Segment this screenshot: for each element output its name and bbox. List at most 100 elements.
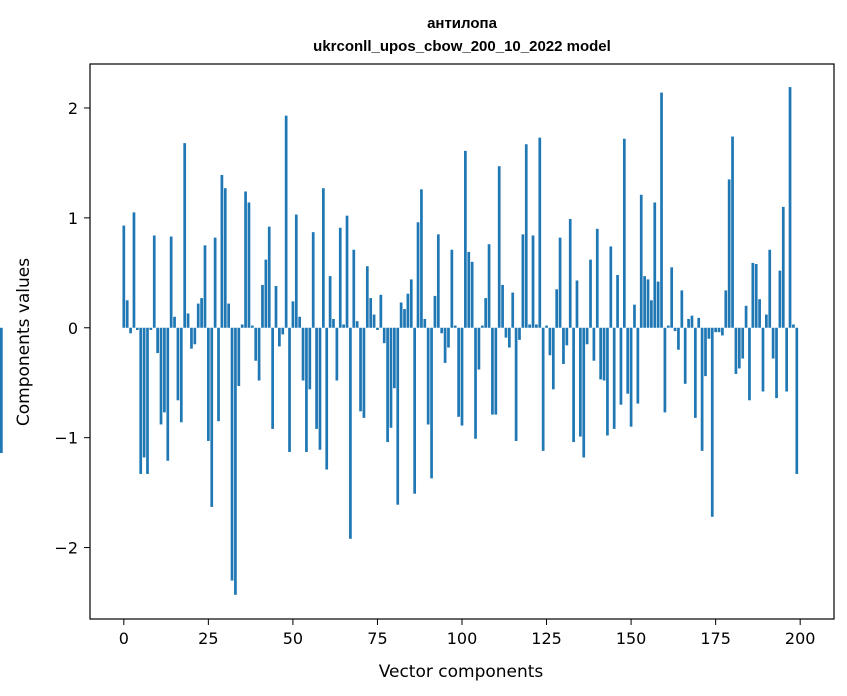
bar [700, 327, 704, 451]
bar [582, 327, 586, 458]
bar [653, 202, 657, 328]
bar [234, 327, 237, 595]
x-tick-label: 150 [616, 629, 647, 648]
bar [264, 259, 268, 328]
bar [771, 327, 775, 359]
bar [379, 294, 383, 328]
bar [511, 292, 515, 328]
bar [673, 327, 677, 332]
bar [207, 327, 210, 441]
bar [697, 317, 701, 328]
y-tick-label: −1 [54, 429, 78, 448]
bar [426, 327, 430, 425]
bar [606, 327, 609, 436]
bar [362, 327, 366, 418]
bar [687, 318, 690, 328]
bar [173, 316, 176, 328]
bar [666, 325, 670, 328]
bar [186, 313, 190, 328]
chart-title: антилопа [427, 15, 498, 32]
bar [474, 327, 477, 439]
x-tick-label: 175 [700, 629, 731, 648]
bar [179, 327, 183, 423]
bar [565, 327, 569, 346]
bar [602, 327, 606, 381]
bar [156, 327, 159, 354]
bar [592, 327, 596, 361]
bar [754, 264, 758, 328]
bar [183, 143, 187, 328]
bar [491, 327, 494, 415]
bar [741, 327, 745, 359]
bar [213, 237, 217, 328]
bar [308, 327, 312, 390]
bar [616, 275, 619, 328]
bar [751, 262, 755, 328]
bar [450, 249, 454, 328]
bar [393, 327, 396, 389]
bar [748, 327, 751, 401]
bar [609, 246, 613, 328]
bar [781, 206, 785, 328]
bar [494, 327, 498, 415]
chart-subtitle: ukrconll_upos_cbow_200_10_2022 model [313, 38, 611, 55]
bar [325, 327, 329, 470]
bar [163, 327, 166, 413]
bar [436, 234, 440, 328]
bar [152, 235, 156, 328]
bar [521, 234, 525, 328]
bar [365, 266, 369, 328]
bar [420, 189, 423, 328]
bar [423, 318, 427, 328]
x-tick-label: 25 [198, 629, 218, 648]
bar [775, 327, 778, 399]
bar [629, 327, 633, 427]
bar [193, 327, 197, 345]
bar [169, 236, 173, 328]
x-tick-label: 50 [283, 629, 303, 648]
bar [369, 298, 373, 328]
bar [274, 286, 278, 328]
bar [318, 327, 322, 450]
bar [457, 327, 460, 417]
bar [237, 327, 241, 387]
bar [721, 327, 724, 336]
bar [453, 325, 457, 328]
bar [568, 218, 572, 328]
bar [734, 327, 738, 374]
bar [328, 276, 332, 328]
bar [220, 175, 224, 328]
bar [693, 327, 697, 418]
bar [690, 315, 694, 328]
bar [778, 270, 782, 328]
bar [795, 327, 799, 474]
bar [338, 227, 342, 328]
bar [227, 303, 231, 328]
bar [342, 324, 345, 328]
bar [349, 327, 352, 539]
bar [595, 228, 599, 328]
bar [142, 327, 146, 458]
bar [359, 327, 362, 412]
bar [585, 327, 589, 345]
bar [538, 137, 542, 328]
bar [683, 327, 687, 384]
bar [240, 324, 244, 328]
bar [122, 225, 126, 328]
bar [149, 327, 153, 330]
bar [0, 327, 3, 454]
bar [409, 279, 413, 328]
bar [704, 327, 707, 377]
bar [298, 316, 302, 328]
bar [305, 327, 308, 452]
bar [470, 261, 474, 328]
bar [633, 304, 636, 328]
bar [639, 194, 643, 328]
bar [572, 327, 575, 443]
bar [575, 280, 579, 328]
bar [464, 150, 467, 328]
bar [562, 327, 565, 365]
bar [579, 327, 582, 437]
bar [447, 327, 450, 348]
